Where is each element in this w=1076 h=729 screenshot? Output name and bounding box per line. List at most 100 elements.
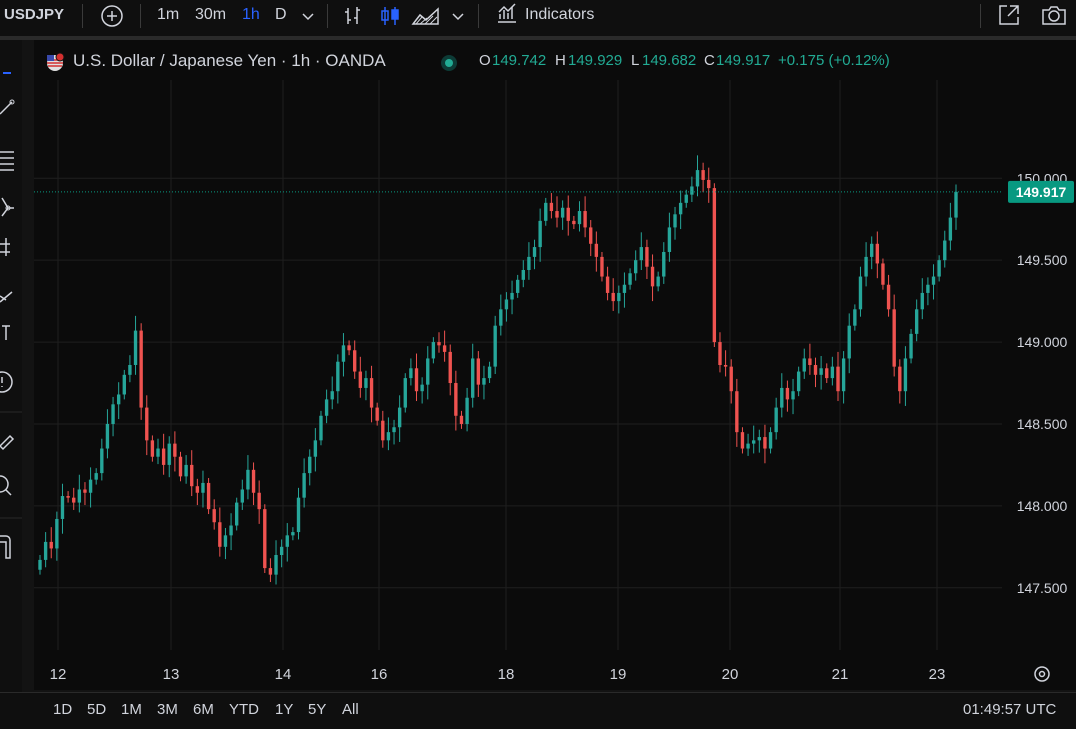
candle — [881, 258, 885, 290]
range-6m-button[interactable]: 6M — [193, 701, 214, 718]
candle — [785, 380, 790, 412]
area-chart-icon — [411, 7, 439, 25]
symbol-search-button[interactable]: USDJPY — [4, 6, 65, 23]
candle — [493, 315, 497, 375]
indicators-button[interactable]: Indicators — [495, 0, 594, 32]
candle — [49, 527, 53, 559]
candle — [336, 354, 340, 404]
candle — [369, 365, 374, 423]
candle — [499, 294, 503, 336]
interval-30m-button[interactable]: 30m — [195, 6, 227, 23]
candle — [420, 377, 424, 404]
candle — [948, 202, 953, 251]
zoom-tool-icon[interactable] — [0, 475, 12, 496]
range-3m-button[interactable]: 3M — [157, 701, 178, 718]
range-1m-button[interactable]: 1M — [121, 701, 142, 718]
camera-icon — [1042, 6, 1066, 25]
candle — [847, 313, 851, 374]
candle — [240, 479, 244, 510]
price-axis[interactable]: 147.500148.000148.500149.000149.500150.0… — [1017, 170, 1068, 595]
candle-style-button[interactable] — [378, 4, 402, 36]
add-symbol-button[interactable] — [100, 4, 124, 36]
candle — [133, 315, 138, 375]
top-toolbar: USDJPY 1m 30m 1h D — [0, 0, 1076, 40]
candle — [892, 294, 896, 377]
candle — [285, 523, 289, 562]
candle — [707, 167, 711, 203]
bar-style-button[interactable] — [341, 4, 365, 36]
candle — [375, 402, 379, 426]
chart-pane[interactable]: 147.500 148.000 148.500 149.000 149.500 150.0… — [34, 40, 1076, 690]
range-ytd-button[interactable]: YTD — [229, 701, 259, 718]
flag-icon — [47, 52, 65, 71]
legend-open-label: O — [479, 52, 491, 69]
candle — [914, 299, 919, 342]
chevron-down-icon — [452, 13, 464, 21]
snapshot-button[interactable] — [1040, 2, 1068, 34]
legend-title[interactable]: U.S. Dollar / Japanese Yen · 1h · OANDA — [73, 51, 386, 70]
candle — [459, 410, 464, 429]
range-1d-button[interactable]: 1D — [53, 701, 73, 718]
range-all-button[interactable]: All — [342, 701, 359, 718]
range-1y-button[interactable]: 1Y — [275, 701, 294, 718]
candle — [757, 429, 761, 453]
candlestick-chart[interactable]: 147.500148.000148.500149.000149.500150.0… — [34, 40, 1076, 690]
candle — [780, 373, 784, 418]
candle — [898, 359, 902, 404]
candle — [853, 304, 857, 331]
external-link-icon — [999, 5, 1019, 25]
candle — [88, 467, 93, 508]
candle — [392, 419, 396, 445]
candle — [752, 425, 756, 454]
candle — [954, 184, 958, 230]
x-tick-label: 19 — [610, 666, 627, 683]
candle — [190, 450, 194, 497]
candle — [504, 292, 509, 322]
area-style-button[interactable] — [411, 4, 441, 36]
plus-circle-icon — [101, 5, 123, 27]
market-status-icon[interactable] — [440, 54, 458, 72]
emoji-tool-icon[interactable] — [0, 371, 13, 393]
toolbar-divider — [140, 4, 141, 28]
interval-1h-button[interactable]: 1h — [242, 6, 260, 23]
range-5d-button[interactable]: 5D — [87, 701, 107, 718]
candle — [538, 208, 542, 262]
utc-clock[interactable]: 01:49:57 UTC — [963, 701, 1057, 718]
candle — [622, 272, 627, 308]
candle — [381, 410, 385, 448]
candle — [864, 242, 868, 287]
chart-settings-button[interactable] — [1034, 666, 1050, 682]
candle — [319, 410, 323, 446]
time-axis[interactable]: 12 13 14 16 18 19 20 21 23 — [50, 666, 946, 683]
text-tool-icon[interactable] — [2, 325, 10, 340]
trend-line-tool-icon[interactable] — [0, 99, 15, 115]
candle — [167, 436, 171, 478]
candle — [723, 350, 728, 377]
fullscreen-button[interactable] — [996, 2, 1022, 34]
candles-icon — [381, 7, 399, 25]
candle — [414, 353, 419, 402]
candle — [43, 532, 48, 568]
interval-dropdown-button[interactable] — [300, 4, 316, 36]
candle — [482, 365, 486, 400]
legend-high-value: 149.929 — [568, 52, 623, 69]
candle — [611, 278, 615, 311]
candle — [628, 268, 632, 290]
y-tick-label: 149.000 — [1017, 334, 1068, 350]
candle — [617, 285, 621, 314]
interval-d-button[interactable]: D — [275, 6, 287, 23]
legend-low-value: 149.682 — [642, 52, 697, 69]
projection-tool-icon[interactable] — [0, 238, 10, 256]
magnet-tool-icon[interactable] — [0, 535, 11, 559]
brush-tool-icon[interactable] — [0, 291, 13, 303]
candle — [476, 351, 481, 397]
interval-1m-button[interactable]: 1m — [157, 6, 180, 23]
chart-style-dropdown-button[interactable] — [450, 4, 466, 36]
candle — [589, 220, 593, 257]
candle — [263, 504, 267, 574]
ruler-tool-icon[interactable] — [0, 434, 15, 451]
fib-tool-icon[interactable] — [0, 151, 14, 171]
candle — [156, 438, 160, 465]
pattern-tool-icon[interactable] — [1, 197, 14, 217]
range-5y-button[interactable]: 5Y — [308, 701, 327, 718]
